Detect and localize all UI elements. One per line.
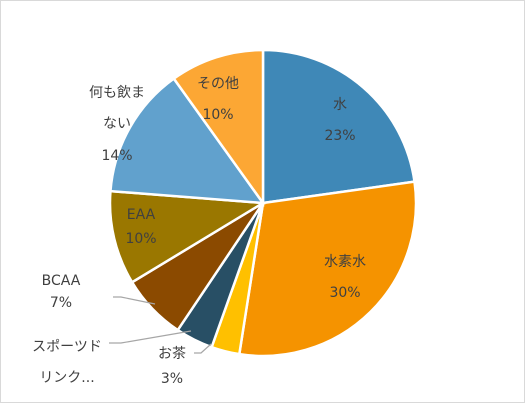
data-label-percent: 7% xyxy=(50,295,72,311)
data-label-name: BCAA xyxy=(42,273,81,289)
slice-- xyxy=(261,48,416,205)
data-label-percent: 3% xyxy=(161,371,183,387)
slice-eaa xyxy=(108,189,267,284)
slices-group xyxy=(108,48,418,358)
data-label-name: リンク... xyxy=(39,370,94,386)
leader-lines xyxy=(109,296,212,354)
data-label-name: 何も飲ま xyxy=(89,85,145,101)
slice-- xyxy=(109,76,266,205)
data-label-percent: 10% xyxy=(202,107,233,123)
data-label-name: ない xyxy=(103,116,131,132)
data-label-percent: 10% xyxy=(125,231,156,247)
data-label-percent: 14% xyxy=(101,148,132,164)
leader-line xyxy=(113,296,156,305)
data-label-name: 水 xyxy=(333,97,347,113)
data-label-name: お茶 xyxy=(158,346,186,362)
leader-line xyxy=(194,343,212,354)
data-label-name: その他 xyxy=(197,76,239,92)
leader-line xyxy=(109,330,192,344)
data-label-name: スポーツド xyxy=(32,339,102,355)
slice-- xyxy=(172,48,265,207)
data-label-percent: 30% xyxy=(329,285,360,301)
data-label-name: 水素水 xyxy=(324,254,366,270)
data-label-percent: 23% xyxy=(324,128,355,144)
slice-- xyxy=(237,180,418,358)
data-label-name: EAA xyxy=(127,207,156,223)
